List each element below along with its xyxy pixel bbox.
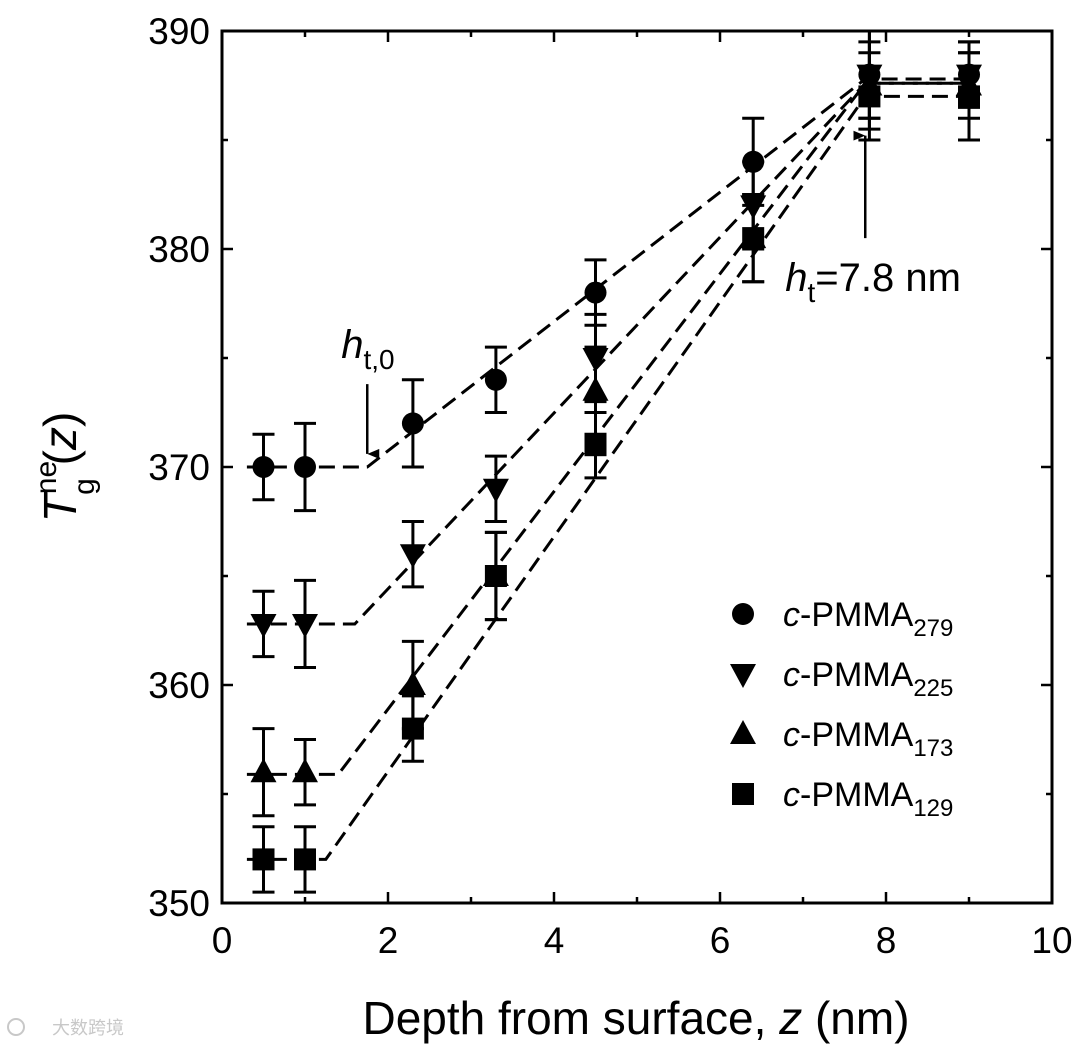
watermark: 大数跨境 — [7, 1018, 124, 1038]
annotation-label-h_t0: ht,0 — [341, 323, 394, 375]
data-point-series-4 — [252, 848, 275, 871]
data-point-series-1 — [252, 456, 275, 478]
data-point-series-1 — [401, 412, 424, 435]
data-point-series-3 — [250, 758, 277, 783]
y-axis-label-paren-open: ( — [34, 449, 86, 465]
legend-label-prefix: c — [783, 776, 800, 814]
legend-marker-series-1 — [732, 603, 754, 625]
watermark-logo-icon — [7, 1018, 25, 1036]
axes: 0 2 4 6 8 10 350 360 370 380 390 Depth from surface… — [30, 11, 1073, 1044]
annotations: ht,0ht=7.8 nm — [341, 130, 961, 459]
legend-label-main: -PMMA — [800, 656, 914, 694]
data-point-series-3 — [292, 758, 318, 783]
annotation-symbol: h — [341, 323, 363, 367]
x-axis-label: Depth from surface, z (nm) — [362, 992, 909, 1044]
data-point-series-4 — [484, 565, 507, 587]
x-tick-label: 2 — [378, 920, 399, 961]
y-tick-label: 390 — [148, 11, 210, 52]
data-point-series-1 — [484, 368, 507, 391]
legend-label-main: -PMMA — [800, 596, 914, 634]
legend-label-subscript: 225 — [913, 675, 953, 702]
legend-label-series-4: c-PMMA129 — [783, 776, 953, 822]
legend-label-main: -PMMA — [800, 776, 914, 814]
y-axis-label-variable: z — [34, 427, 86, 451]
data-point-series-4 — [742, 227, 765, 250]
legend-label-series-1: c-PMMA279 — [783, 596, 953, 642]
data-point-series-1 — [294, 456, 316, 478]
legend-marker-series-3 — [730, 720, 756, 744]
legend-label-subscript: 173 — [913, 735, 953, 762]
data-point-series-2 — [582, 348, 609, 372]
data-point-series-4 — [401, 717, 424, 740]
y-axis-label-superscript: ne — [30, 461, 63, 494]
x-tick-label: 10 — [1031, 920, 1072, 961]
fit-line-series-3 — [246, 81, 969, 776]
y-tick-label: 380 — [148, 229, 210, 270]
data-point-series-2 — [482, 478, 509, 503]
x-tick-label: 8 — [876, 920, 897, 961]
y-axis-label-space — [34, 465, 86, 478]
x-axis-label-unit: (nm) — [802, 992, 909, 1044]
annotation-subscript: t,0 — [364, 344, 395, 375]
x-axis-label-variable: z — [778, 992, 802, 1044]
legend-label-prefix: c — [783, 596, 800, 634]
legend-label-subscript: 279 — [913, 615, 953, 642]
y-axis-label-paren-close: ) — [34, 412, 86, 427]
legend-label-prefix: c — [783, 656, 800, 694]
annotation-symbol: h — [785, 256, 807, 300]
x-tick-label: 4 — [544, 920, 565, 961]
data-point-series-3 — [582, 376, 609, 401]
y-axis-label: Tne g (z) — [30, 412, 101, 523]
data-point-series-2 — [740, 195, 767, 220]
y-axis-label-subscript: g — [68, 478, 101, 495]
x-axis-label-main: Depth from surface, — [362, 992, 779, 1044]
data-point-series-2 — [399, 544, 426, 569]
data-point-series-1 — [584, 281, 607, 304]
annotation-subscript: t — [808, 277, 816, 308]
annotation-label-h_t: ht=7.8 nm — [785, 256, 961, 308]
data-point-series-4 — [584, 434, 607, 457]
legend-label-main: -PMMA — [800, 716, 914, 754]
data-point-series-4 — [958, 85, 980, 108]
data-point-series-4 — [294, 848, 316, 871]
legend-marker-series-4 — [732, 783, 754, 805]
legend-label-series-3: c-PMMA173 — [783, 716, 953, 762]
data-markers — [250, 63, 982, 871]
annotation-value: =7.8 nm — [815, 256, 961, 300]
x-tick-label: 6 — [710, 920, 731, 961]
y-axis-label-symbol: T — [34, 491, 86, 522]
y-tick-label: 370 — [148, 447, 210, 488]
legend-label-series-2: c-PMMA225 — [783, 656, 953, 702]
data-point-series-4 — [858, 85, 881, 108]
fit-line-series-4 — [246, 94, 969, 861]
data-point-series-2 — [250, 613, 277, 638]
watermark-text: 大数跨境 — [52, 1018, 124, 1038]
y-tick-label: 350 — [148, 883, 210, 924]
legend-label-prefix: c — [783, 716, 800, 754]
legend-marker-series-2 — [730, 664, 756, 688]
data-point-series-2 — [292, 613, 318, 638]
x-tick-label: 0 — [212, 920, 233, 961]
legend-label-subscript: 129 — [913, 795, 953, 822]
data-point-series-3 — [399, 671, 426, 695]
data-point-series-1 — [742, 150, 765, 173]
error-bars — [252, 29, 980, 894]
y-tick-label: 360 — [148, 665, 210, 706]
